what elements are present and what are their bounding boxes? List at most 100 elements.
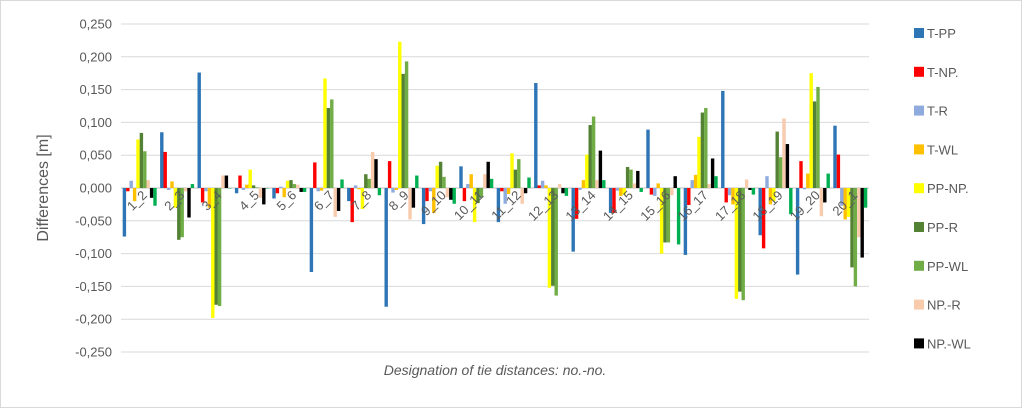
bar bbox=[663, 188, 667, 243]
bar bbox=[833, 125, 837, 188]
category-label: 14_15 bbox=[600, 188, 636, 224]
bar bbox=[180, 188, 184, 238]
bar bbox=[554, 188, 558, 296]
bar bbox=[693, 174, 698, 188]
bar bbox=[234, 188, 239, 194]
bar bbox=[442, 176, 446, 188]
bar bbox=[285, 180, 290, 188]
bar bbox=[313, 162, 317, 188]
category-label: 6_7 bbox=[311, 188, 337, 214]
bar bbox=[857, 188, 861, 238]
bar bbox=[704, 107, 708, 188]
bar bbox=[323, 78, 327, 188]
bar bbox=[262, 188, 266, 205]
bar bbox=[224, 175, 229, 188]
bar bbox=[187, 188, 191, 218]
y-tick-label: 0,150 bbox=[79, 82, 112, 97]
bar bbox=[666, 188, 671, 243]
bar bbox=[166, 188, 171, 190]
legend-swatch bbox=[914, 66, 924, 77]
bar bbox=[377, 188, 382, 196]
x-axis-label: Designation of tie distances: no.-no. bbox=[384, 362, 607, 378]
bar bbox=[687, 188, 691, 206]
bar bbox=[850, 188, 854, 268]
bar bbox=[506, 188, 511, 194]
bar bbox=[510, 153, 514, 188]
bar bbox=[211, 188, 215, 318]
bar bbox=[714, 176, 718, 188]
bar bbox=[483, 174, 487, 188]
bar bbox=[469, 174, 473, 188]
bar bbox=[319, 188, 324, 191]
bar bbox=[279, 186, 283, 188]
bar bbox=[411, 188, 416, 208]
bar bbox=[707, 184, 711, 188]
bar bbox=[391, 188, 395, 193]
bar bbox=[812, 101, 817, 188]
bar bbox=[207, 188, 212, 208]
bar bbox=[449, 188, 453, 200]
bar bbox=[806, 173, 810, 188]
y-tick-labels: 0,250 0,200 0,150 0,100 0,050 0,000 -0,050 -0,1… bbox=[75, 17, 112, 360]
bar bbox=[795, 188, 800, 275]
bar bbox=[160, 132, 164, 188]
bar bbox=[639, 188, 643, 192]
bar bbox=[472, 188, 477, 223]
bar bbox=[534, 83, 538, 188]
bar bbox=[758, 188, 762, 236]
bar bbox=[126, 188, 130, 192]
bar bbox=[401, 73, 405, 188]
bar bbox=[676, 188, 681, 245]
bar bbox=[843, 188, 847, 220]
bar bbox=[853, 188, 858, 287]
legend-swatch bbox=[914, 260, 924, 271]
bar bbox=[204, 188, 208, 192]
bar bbox=[438, 161, 443, 188]
bar bbox=[649, 188, 654, 195]
bar bbox=[612, 188, 616, 213]
y-tick-label: 0,100 bbox=[79, 115, 112, 130]
bar bbox=[432, 188, 436, 213]
bar bbox=[353, 185, 358, 188]
bar bbox=[347, 188, 351, 202]
bar bbox=[452, 188, 456, 204]
bar bbox=[551, 188, 555, 286]
y-tick-label: 0,250 bbox=[79, 17, 112, 32]
bar bbox=[214, 188, 218, 305]
bar bbox=[177, 188, 181, 240]
bar bbox=[265, 188, 269, 189]
bar bbox=[656, 183, 660, 188]
bar bbox=[710, 158, 715, 188]
bar bbox=[513, 169, 518, 188]
bar bbox=[245, 184, 249, 188]
legend-swatch bbox=[914, 338, 924, 349]
bar bbox=[367, 178, 371, 188]
bar bbox=[350, 188, 354, 223]
bar bbox=[581, 180, 586, 188]
bar bbox=[384, 188, 388, 307]
bar bbox=[425, 188, 429, 202]
bar bbox=[778, 157, 783, 188]
bar bbox=[697, 136, 701, 188]
bar bbox=[173, 188, 178, 208]
bar bbox=[734, 188, 739, 299]
y-tick-label: 0,050 bbox=[79, 148, 112, 163]
category-label: 8_9 bbox=[386, 188, 412, 214]
bar bbox=[326, 107, 331, 188]
bar bbox=[489, 178, 494, 188]
bar bbox=[772, 188, 776, 202]
bar bbox=[588, 125, 592, 188]
bar bbox=[670, 188, 674, 196]
bar bbox=[622, 188, 626, 195]
bar bbox=[340, 179, 344, 188]
category-labels: 1_2 2_3 3_4 4_5 5_6 6_7 7_8 8_9 9_10 10_11 11_12 12… bbox=[124, 188, 861, 224]
legend-label: T-R bbox=[927, 104, 948, 119]
bar bbox=[404, 61, 409, 188]
bar bbox=[200, 188, 205, 203]
bar bbox=[221, 175, 225, 188]
bar bbox=[683, 188, 688, 255]
bar bbox=[387, 161, 392, 188]
bar bbox=[309, 188, 314, 272]
bar bbox=[615, 188, 620, 191]
bar bbox=[289, 180, 293, 188]
